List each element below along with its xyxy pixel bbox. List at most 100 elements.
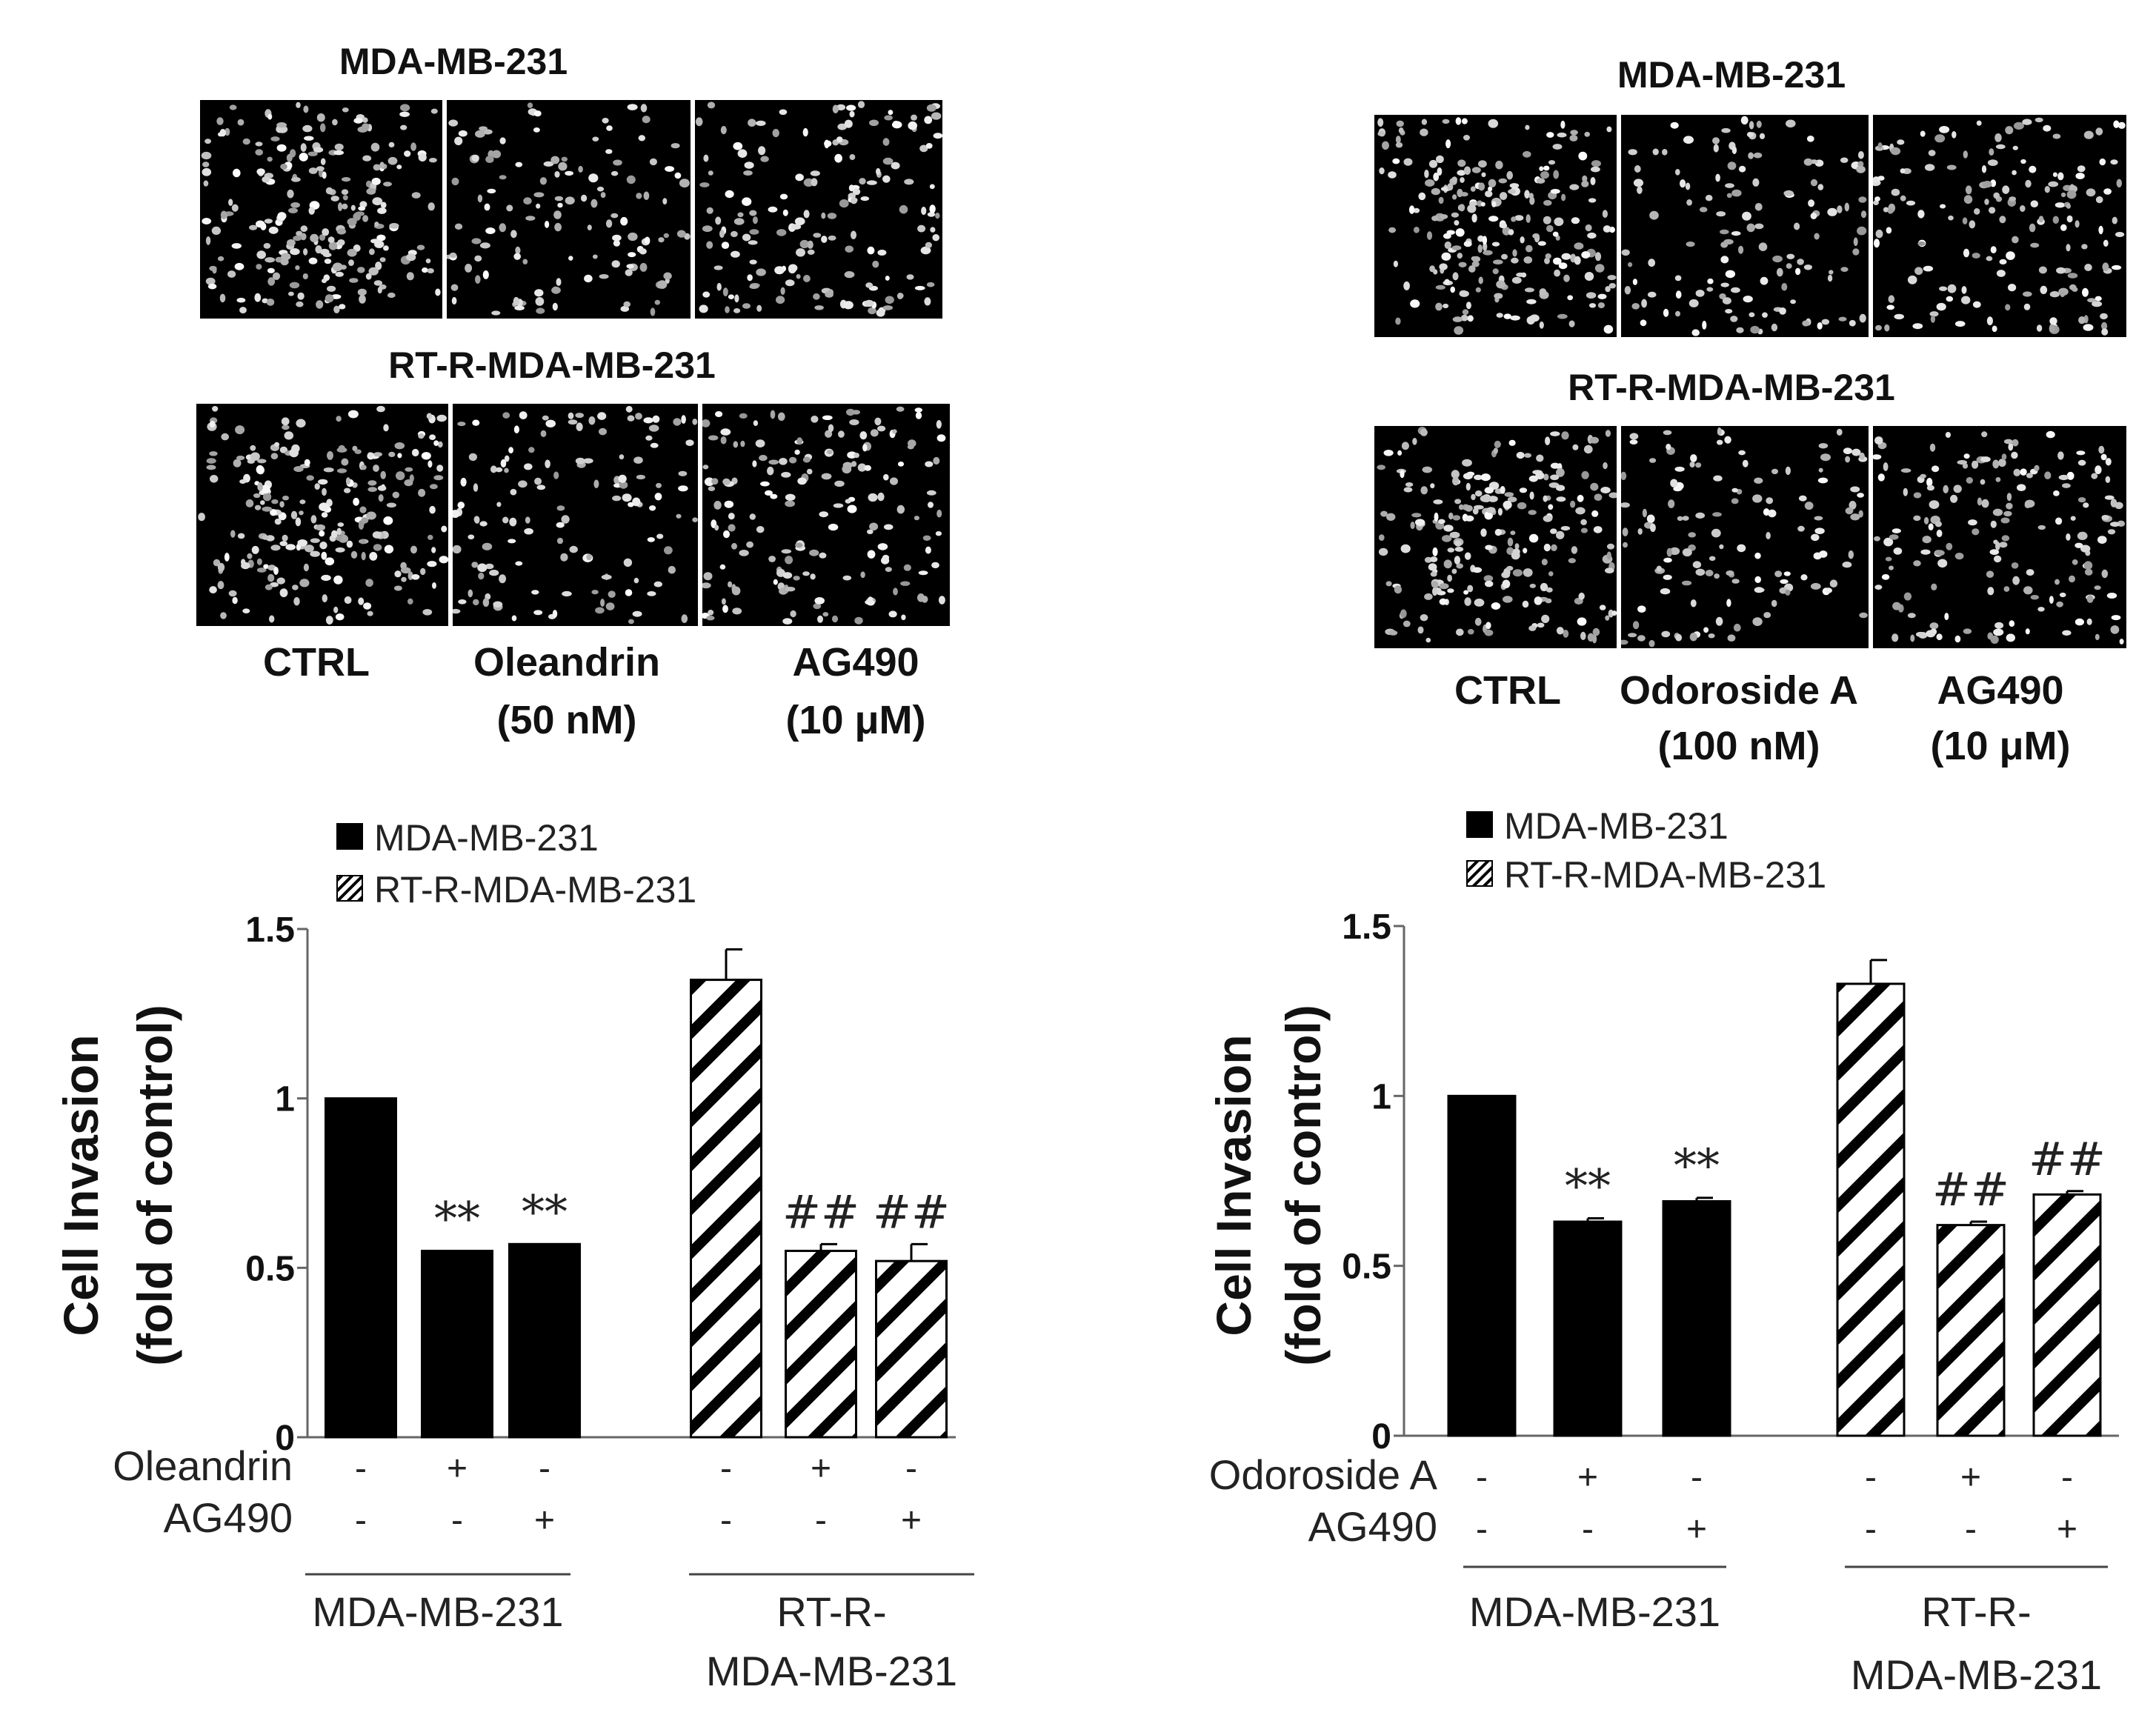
group-label: RT-R- bbox=[776, 1588, 886, 1635]
micrograph-image bbox=[1871, 430, 2126, 645]
bar-chart: 0 0.5 1 1.5 Cell Invasion (fold of control) MD… bbox=[53, 817, 974, 1694]
treatment-sign: - bbox=[1865, 1458, 1877, 1497]
micrograph-row-title: MDA-MB-231 bbox=[1617, 54, 1846, 96]
treatment-sign: - bbox=[1865, 1510, 1877, 1549]
significance-mark: ** bbox=[1565, 1159, 1611, 1213]
micrograph-column-concentration: (10 μM) bbox=[1930, 724, 2070, 768]
micrograph-image bbox=[1619, 427, 1868, 647]
micrograph-divider bbox=[1617, 426, 1621, 648]
group-label: MDA-MB-231 bbox=[1851, 1651, 2102, 1698]
y-tick-label: 1.5 bbox=[1342, 908, 1391, 947]
group-label: MDA-MB-231 bbox=[706, 1648, 957, 1694]
y-tick-label: 0.5 bbox=[1342, 1248, 1391, 1287]
treatment-sign: + bbox=[534, 1501, 555, 1540]
micrograph-divider bbox=[1869, 115, 1873, 337]
treatment-sign: + bbox=[811, 1449, 831, 1488]
significance-mark: ## bbox=[782, 1185, 859, 1239]
treatment-sign: - bbox=[1691, 1458, 1703, 1497]
bar-resistant bbox=[690, 979, 762, 1439]
bar-resistant bbox=[785, 1249, 857, 1439]
bar-parental bbox=[1553, 1220, 1623, 1437]
bar-parental bbox=[421, 1249, 493, 1439]
legend-entry: MDA-MB-231 bbox=[374, 817, 599, 859]
micrograph-image bbox=[695, 101, 943, 317]
treatment-sign: - bbox=[1965, 1510, 1977, 1549]
micrograph-column-concentration: (10 μM) bbox=[785, 698, 925, 742]
micrograph-divider bbox=[698, 404, 702, 626]
treatment-label: AG490 bbox=[164, 1494, 293, 1541]
group-label: RT-R- bbox=[1921, 1588, 2031, 1635]
micrograph-divider bbox=[691, 100, 695, 319]
treatment-label: Oleandrin bbox=[113, 1442, 293, 1489]
treatment-sign: - bbox=[1582, 1510, 1594, 1549]
micrograph-row-title: MDA-MB-231 bbox=[339, 41, 568, 82]
micrograph-image bbox=[1621, 116, 1867, 336]
treatment-sign: + bbox=[1577, 1458, 1598, 1497]
treatment-sign: + bbox=[1960, 1458, 1981, 1497]
treatment-sign: + bbox=[2057, 1510, 2077, 1549]
legend-swatch bbox=[336, 875, 363, 902]
micrograph-column-label: Odoroside A bbox=[1620, 668, 1858, 713]
y-axis-label: Cell Invasion bbox=[53, 1034, 108, 1336]
micrograph-column-label: AG490 bbox=[1937, 668, 2063, 713]
micrograph-row-title: RT-R-MDA-MB-231 bbox=[1568, 367, 1895, 408]
micrograph-image bbox=[701, 406, 946, 625]
micrograph-column-label: CTRL bbox=[1454, 668, 1561, 713]
treatment-sign: - bbox=[355, 1449, 367, 1488]
micrograph-divider bbox=[442, 100, 447, 319]
treatment-label: Odoroside A bbox=[1209, 1451, 1438, 1498]
treatment-sign: - bbox=[451, 1501, 463, 1540]
treatment-sign: + bbox=[901, 1501, 922, 1540]
y-tick-label: 1 bbox=[275, 1080, 295, 1119]
y-axis-label-line2: (fold of control) bbox=[127, 1005, 182, 1366]
legend-swatch bbox=[1466, 811, 1493, 838]
y-tick-label: 0 bbox=[1371, 1417, 1391, 1456]
significance-mark: ## bbox=[2029, 1132, 2106, 1186]
bar-resistant bbox=[875, 1259, 948, 1439]
bar-parental bbox=[1447, 1094, 1517, 1437]
bar-resistant bbox=[2032, 1193, 2102, 1437]
y-tick-label: 1.5 bbox=[245, 910, 295, 950]
significance-mark: ** bbox=[1674, 1139, 1720, 1193]
legend-swatch bbox=[336, 823, 363, 850]
micrograph-row-title: RT-R-MDA-MB-231 bbox=[388, 344, 716, 386]
treatment-sign: - bbox=[539, 1449, 550, 1488]
treatment-sign: - bbox=[815, 1501, 827, 1540]
treatment-sign: + bbox=[1686, 1510, 1707, 1549]
micrograph-image bbox=[450, 405, 698, 625]
treatment-sign: - bbox=[355, 1501, 367, 1540]
significance-mark: ## bbox=[873, 1185, 950, 1239]
micrograph-image bbox=[445, 102, 691, 316]
legend-entry: RT-R-MDA-MB-231 bbox=[1504, 854, 1826, 896]
micrograph-divider bbox=[1869, 426, 1873, 648]
treatment-sign: - bbox=[1476, 1458, 1488, 1497]
y-tick-label: 1 bbox=[1371, 1077, 1391, 1116]
legend-entry: MDA-MB-231 bbox=[1504, 805, 1729, 847]
significance-mark: ## bbox=[1932, 1162, 2009, 1216]
y-tick-label: 0 bbox=[275, 1419, 295, 1458]
micrograph-image bbox=[1377, 117, 1617, 335]
micrograph-image bbox=[1870, 117, 2126, 336]
treatment-sign: - bbox=[905, 1449, 917, 1488]
micrograph-image bbox=[1377, 427, 1619, 644]
bar-parental bbox=[325, 1097, 397, 1439]
micrograph-column-concentration: (100 nM) bbox=[1657, 724, 1820, 768]
y-tick-label: 0.5 bbox=[245, 1249, 295, 1288]
bar-chart: 0 0.5 1 1.5 Cell Invasion (fold of control) MD… bbox=[1206, 805, 2119, 1698]
micrograph-column-label: CTRL bbox=[263, 640, 370, 685]
treatment-label: AG490 bbox=[1308, 1503, 1437, 1550]
micrograph-divider bbox=[1617, 115, 1621, 337]
group-label: MDA-MB-231 bbox=[1469, 1588, 1720, 1635]
treatment-sign: - bbox=[1476, 1510, 1488, 1549]
significance-mark: ** bbox=[522, 1185, 568, 1239]
treatment-sign: + bbox=[447, 1449, 468, 1488]
micrograph-column-label: AG490 bbox=[792, 640, 919, 685]
micrograph-divider bbox=[448, 404, 453, 626]
bar-parental bbox=[508, 1242, 581, 1439]
legend-swatch bbox=[1466, 860, 1493, 887]
treatment-sign: - bbox=[720, 1449, 732, 1488]
micrograph-column-concentration: (50 nM) bbox=[497, 698, 637, 742]
